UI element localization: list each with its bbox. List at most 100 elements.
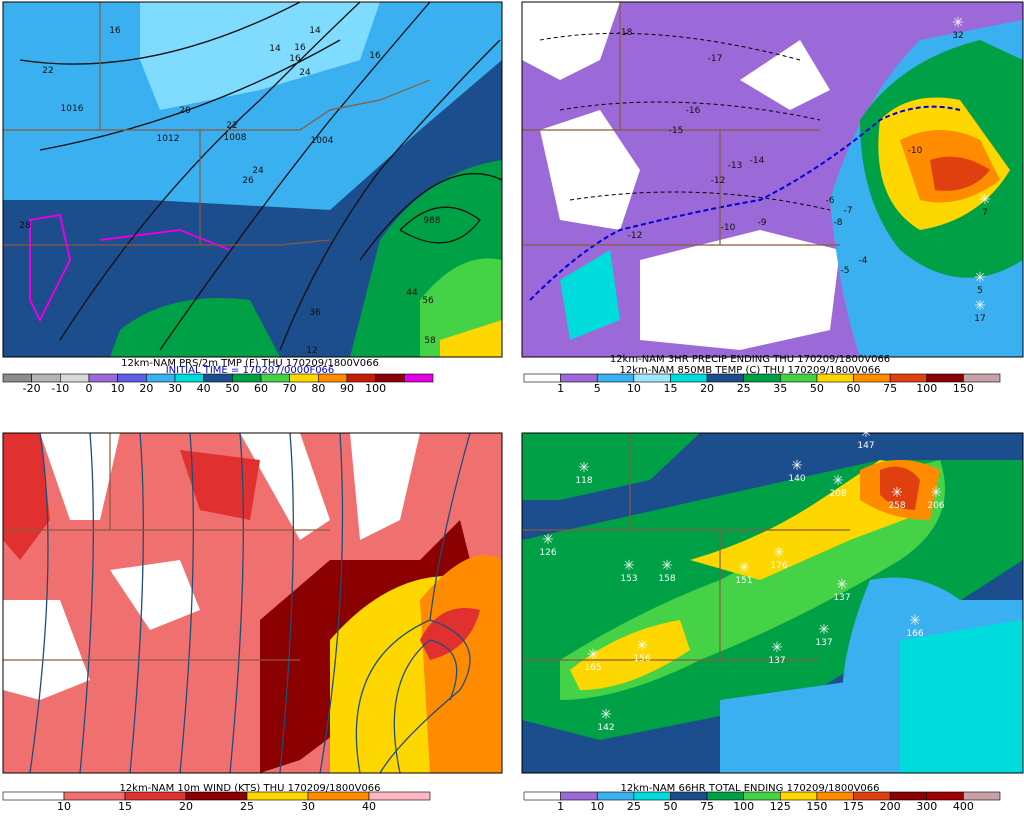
map-label: -8	[834, 218, 843, 228]
colorbar-segment	[346, 373, 376, 383]
colorbar-segment	[560, 373, 598, 383]
map-label: 36	[309, 308, 321, 318]
colorbar-segment	[2, 791, 65, 801]
map-label: 137	[768, 656, 785, 666]
station-marker: ✳	[818, 622, 830, 638]
map-label: 14	[309, 26, 321, 36]
colorbar-label: 10	[111, 382, 125, 395]
colorbar-segment	[307, 791, 370, 801]
colorbar-label: 35	[773, 382, 787, 395]
station-marker: ✳	[860, 425, 872, 441]
colorbar-segment	[889, 373, 928, 383]
map-label: 17	[974, 314, 985, 324]
caption: 12km-NAM 10m WIND (KTS) THU 170209/1800V…	[119, 783, 380, 794]
colorbar-segment	[185, 791, 248, 801]
colorbar-segment	[88, 373, 118, 383]
station-marker: ✳	[578, 460, 590, 476]
colorbar-segment	[706, 791, 744, 801]
map-label: 56	[422, 296, 434, 306]
colorbar-label: 40	[362, 800, 376, 813]
colorbar-label: 40	[197, 382, 211, 395]
map-label: 118	[575, 476, 592, 486]
map-label: 158	[658, 574, 675, 584]
map-label: 32	[952, 31, 963, 41]
colorbar-segment	[117, 373, 147, 383]
colorbar-label: 25	[240, 800, 254, 813]
map-label: 137	[833, 593, 850, 603]
colorbar-segment	[706, 373, 744, 383]
colorbar-label: 80	[311, 382, 325, 395]
map-label: 1012	[157, 134, 180, 144]
map-label: 16	[289, 54, 301, 64]
map-label: 153	[620, 574, 637, 584]
colorbar-label: 175	[843, 800, 864, 813]
colorbar-label: 10	[590, 800, 604, 813]
colorbar-label: 400	[953, 800, 974, 813]
station-marker: ✳	[771, 640, 783, 656]
map-label: 142	[597, 723, 614, 733]
map-label: 5	[977, 286, 983, 296]
map-label: 165	[584, 663, 601, 673]
colorbar-label: 1	[557, 800, 564, 813]
total-precip-map	[522, 433, 1023, 773]
map-label: 176	[770, 561, 787, 571]
colorbar-label: 30	[301, 800, 315, 813]
map-label: -9	[758, 218, 767, 228]
colorbar-segment	[203, 373, 233, 383]
map-label: 7	[982, 208, 988, 218]
station-marker: ✳	[587, 647, 599, 663]
map-label: 24	[252, 166, 264, 176]
colorbar-segment	[670, 373, 708, 383]
colorbar-label: 100	[733, 800, 754, 813]
map-label: 16	[369, 51, 381, 61]
map-label: -16	[686, 106, 701, 116]
colorbar-segment	[289, 373, 319, 383]
colorbar-label: 90	[340, 382, 354, 395]
colorbar-segment	[780, 373, 818, 383]
map-label: 22	[226, 121, 237, 131]
station-marker: ✳	[909, 613, 921, 629]
colorbar-label: 150	[953, 382, 974, 395]
map-label: 16	[109, 26, 121, 36]
map-label: 126	[539, 548, 556, 558]
map-label: 20	[179, 106, 191, 116]
colorbar-segment	[523, 791, 561, 801]
colorbar-segment	[260, 373, 290, 383]
colorbar-label: -20	[23, 382, 41, 395]
map-label: 258	[888, 501, 905, 511]
colorbar-label: 10	[627, 382, 641, 395]
map-label: 12	[306, 346, 317, 356]
colorbar-label: 20	[700, 382, 714, 395]
colorbar-label: 60	[254, 382, 268, 395]
map-label: -4	[859, 256, 868, 266]
colorbar-label: 50	[663, 800, 677, 813]
map-label: 147	[857, 441, 874, 451]
map-label: -10	[908, 146, 923, 156]
colorbar-segment	[375, 373, 405, 383]
station-marker: ✳	[891, 485, 903, 501]
colorbar-segment	[560, 791, 598, 801]
colorbar-label: 15	[118, 800, 132, 813]
colorbar-segment	[60, 373, 90, 383]
colorbar-label: 125	[770, 800, 791, 813]
colorbar-label: 1	[557, 382, 564, 395]
colorbar-segment	[743, 373, 781, 383]
colorbar-label: 150	[806, 800, 827, 813]
colorbar-label: 100	[916, 382, 937, 395]
colorbar-label: 15	[663, 382, 677, 395]
colorbar-segment	[596, 373, 635, 383]
colorbar-label: 200	[880, 800, 901, 813]
temperature-map	[3, 2, 502, 357]
colorbar-segment	[633, 791, 671, 801]
map-label: 58	[424, 336, 436, 346]
map-label: 208	[829, 489, 846, 499]
map-label: -18	[618, 28, 633, 38]
colorbar-segment	[63, 791, 126, 801]
colorbar-label: 20	[139, 382, 153, 395]
station-marker: ✳	[952, 15, 964, 31]
map-label: 22	[42, 66, 53, 76]
station-marker: ✳	[832, 473, 844, 489]
colorbar-segment	[926, 791, 964, 801]
station-marker: ✳	[600, 707, 612, 723]
colorbar-segment	[404, 373, 434, 383]
